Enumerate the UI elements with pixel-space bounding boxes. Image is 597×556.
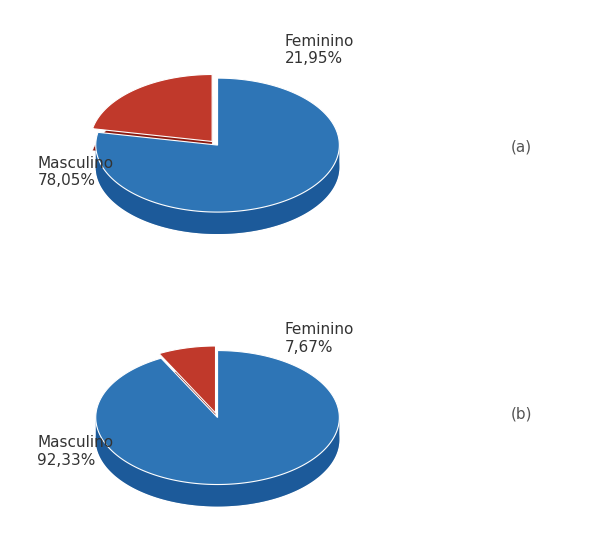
Polygon shape <box>96 373 339 507</box>
Text: (b): (b) <box>510 407 532 421</box>
Text: Feminino
7,67%: Feminino 7,67% <box>285 322 354 355</box>
Text: Masculino
92,33%: Masculino 92,33% <box>37 435 113 468</box>
Polygon shape <box>93 75 212 141</box>
Text: Masculino
78,05%: Masculino 78,05% <box>37 156 113 188</box>
Polygon shape <box>96 350 339 484</box>
Text: (a): (a) <box>510 140 531 155</box>
Polygon shape <box>96 78 339 212</box>
Polygon shape <box>93 96 212 163</box>
Text: Feminino
21,95%: Feminino 21,95% <box>285 34 354 66</box>
Polygon shape <box>159 346 216 413</box>
Polygon shape <box>96 418 339 507</box>
Polygon shape <box>159 368 216 435</box>
Polygon shape <box>96 145 339 234</box>
Polygon shape <box>96 100 339 234</box>
